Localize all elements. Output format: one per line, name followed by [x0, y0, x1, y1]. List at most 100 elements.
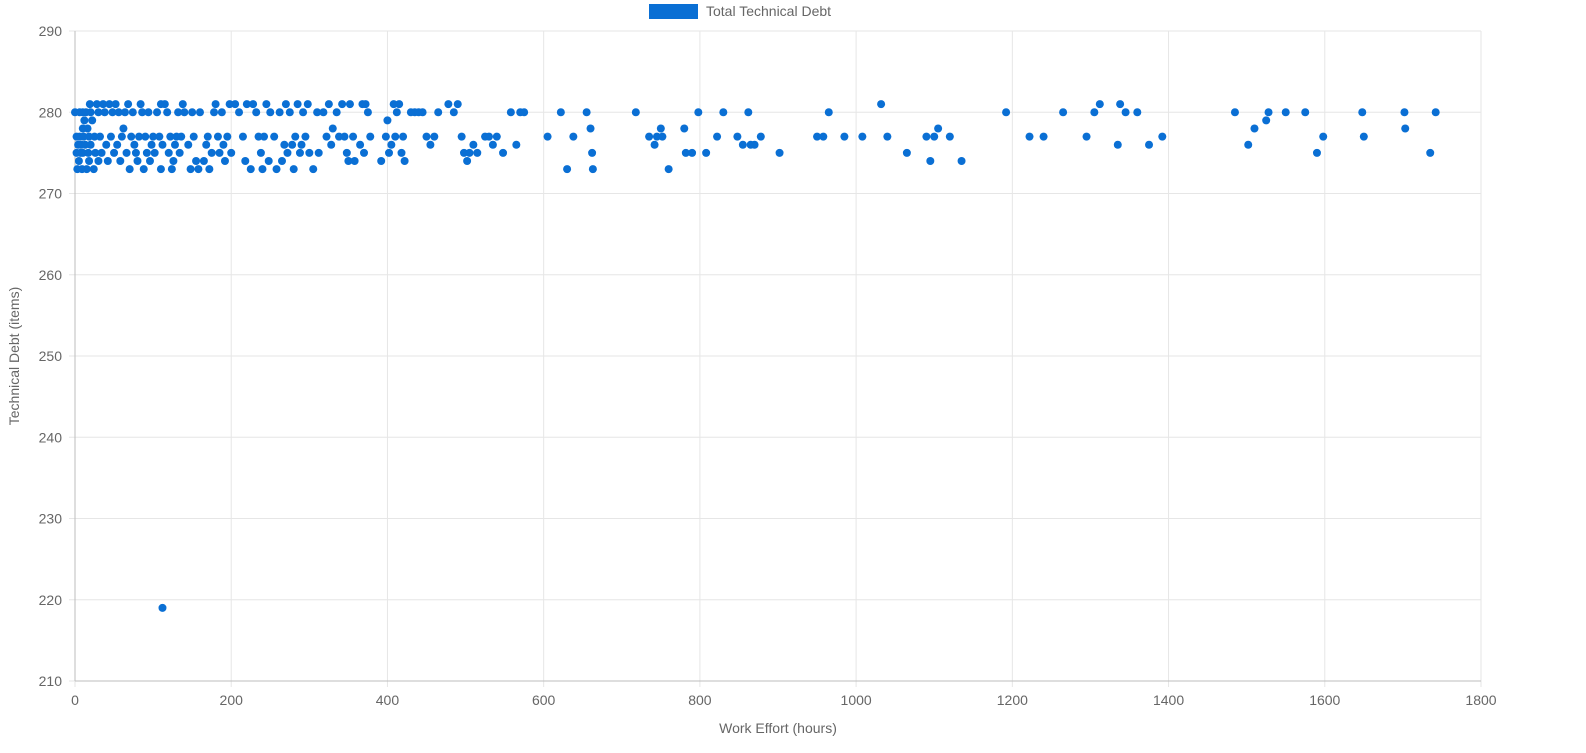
data-point[interactable]: [1230, 108, 1239, 117]
data-point[interactable]: [150, 148, 159, 157]
data-point[interactable]: [169, 157, 178, 165]
data-point[interactable]: [750, 140, 759, 149]
data-point[interactable]: [1145, 140, 1154, 149]
data-point[interactable]: [1244, 140, 1253, 149]
data-point[interactable]: [119, 124, 128, 133]
data-point[interactable]: [256, 148, 265, 157]
data-point[interactable]: [713, 132, 722, 141]
data-point[interactable]: [225, 100, 234, 109]
data-point[interactable]: [145, 157, 154, 165]
data-point[interactable]: [556, 108, 565, 117]
data-point[interactable]: [1281, 108, 1290, 117]
data-point[interactable]: [322, 132, 331, 141]
data-point[interactable]: [744, 108, 753, 117]
data-point[interactable]: [383, 116, 392, 125]
data-point[interactable]: [220, 157, 229, 165]
data-point[interactable]: [1095, 100, 1104, 109]
data-point[interactable]: [1025, 132, 1034, 141]
data-point[interactable]: [1090, 108, 1099, 117]
data-point[interactable]: [79, 132, 88, 141]
data-point[interactable]: [926, 157, 935, 165]
data-point[interactable]: [934, 124, 943, 133]
data-point[interactable]: [138, 108, 147, 117]
data-point[interactable]: [819, 132, 828, 141]
data-point[interactable]: [324, 100, 333, 109]
data-point[interactable]: [400, 157, 409, 165]
data-point[interactable]: [434, 108, 443, 117]
data-point[interactable]: [957, 157, 966, 165]
data-point[interactable]: [103, 157, 112, 165]
data-point[interactable]: [1400, 108, 1409, 117]
data-point[interactable]: [85, 100, 94, 109]
data-point[interactable]: [492, 132, 501, 141]
data-point[interactable]: [85, 132, 94, 141]
legend-swatch[interactable]: [649, 4, 698, 19]
data-point[interactable]: [465, 148, 474, 157]
data-point[interactable]: [215, 148, 224, 157]
data-point[interactable]: [219, 140, 228, 149]
data-point[interactable]: [1133, 108, 1142, 117]
data-point[interactable]: [426, 140, 435, 149]
data-point[interactable]: [283, 148, 292, 157]
data-point[interactable]: [242, 100, 251, 109]
data-point[interactable]: [231, 100, 240, 109]
data-point[interactable]: [275, 108, 284, 117]
data-point[interactable]: [328, 124, 337, 133]
data-point[interactable]: [270, 132, 279, 141]
data-point[interactable]: [397, 148, 406, 157]
data-point[interactable]: [652, 132, 661, 141]
data-point[interactable]: [195, 108, 204, 117]
data-point[interactable]: [1312, 148, 1321, 157]
data-point[interactable]: [227, 148, 236, 157]
data-point[interactable]: [299, 108, 308, 117]
data-point[interactable]: [303, 100, 312, 109]
data-point[interactable]: [94, 108, 103, 117]
data-point[interactable]: [756, 132, 765, 141]
data-point[interactable]: [86, 140, 95, 149]
data-point[interactable]: [356, 140, 365, 149]
data-point[interactable]: [694, 108, 703, 117]
data-point[interactable]: [1264, 108, 1273, 117]
data-point[interactable]: [210, 108, 219, 117]
data-point[interactable]: [127, 132, 136, 141]
data-point[interactable]: [199, 157, 208, 165]
data-point[interactable]: [422, 132, 431, 141]
data-point[interactable]: [94, 157, 103, 165]
data-point[interactable]: [399, 132, 408, 141]
data-point[interactable]: [203, 132, 212, 141]
data-point[interactable]: [1301, 108, 1310, 117]
data-point[interactable]: [88, 116, 97, 125]
data-point[interactable]: [824, 108, 833, 117]
data-point[interactable]: [858, 132, 867, 141]
data-point[interactable]: [153, 108, 162, 117]
data-point[interactable]: [680, 124, 689, 133]
data-point[interactable]: [288, 140, 297, 149]
data-point[interactable]: [213, 132, 222, 141]
data-point[interactable]: [246, 165, 255, 174]
data-point[interactable]: [100, 108, 109, 117]
data-point[interactable]: [174, 108, 183, 117]
data-point[interactable]: [631, 108, 640, 117]
data-point[interactable]: [563, 165, 572, 174]
data-point[interactable]: [313, 108, 322, 117]
data-point[interactable]: [117, 132, 126, 141]
data-point[interactable]: [650, 140, 659, 149]
data-point[interactable]: [1158, 132, 1167, 141]
data-point[interactable]: [332, 108, 341, 117]
data-point[interactable]: [264, 157, 273, 165]
data-point[interactable]: [295, 148, 304, 157]
data-point[interactable]: [588, 165, 597, 174]
data-point[interactable]: [389, 100, 398, 109]
data-point[interactable]: [588, 148, 597, 157]
data-point[interactable]: [387, 140, 396, 149]
data-point[interactable]: [155, 132, 164, 141]
data-point[interactable]: [922, 132, 931, 141]
data-point[interactable]: [392, 108, 401, 117]
data-point[interactable]: [238, 132, 247, 141]
data-point[interactable]: [1426, 148, 1435, 157]
data-point[interactable]: [309, 165, 318, 174]
data-point[interactable]: [1431, 108, 1440, 117]
data-point[interactable]: [285, 108, 294, 117]
data-point[interactable]: [1401, 124, 1410, 133]
data-point[interactable]: [158, 140, 167, 149]
